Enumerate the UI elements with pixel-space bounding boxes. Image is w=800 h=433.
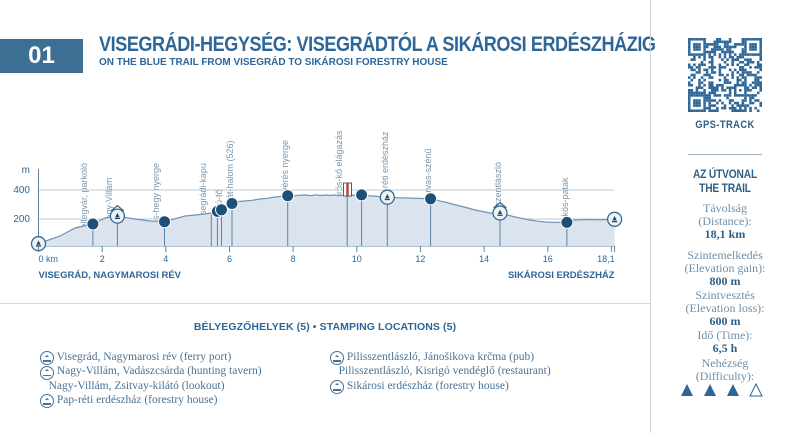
svg-text:12: 12 bbox=[415, 254, 425, 264]
svg-text:2: 2 bbox=[100, 254, 105, 264]
svg-text:14: 14 bbox=[479, 254, 489, 264]
svg-text:VISEGRÁD, NAGYMAROSI RÉV: VISEGRÁD, NAGYMAROSI RÉV bbox=[39, 270, 182, 281]
svg-text:4: 4 bbox=[163, 254, 168, 264]
svg-text:400: 400 bbox=[13, 185, 30, 196]
svg-text:8: 8 bbox=[291, 254, 296, 264]
svg-text:m: m bbox=[22, 165, 30, 176]
svg-text:200: 200 bbox=[13, 214, 30, 225]
svg-text:16: 16 bbox=[543, 254, 553, 264]
svg-text:0 km: 0 km bbox=[39, 254, 59, 264]
svg-text:SIKÁROSI ERDÉSZHÁZ: SIKÁROSI ERDÉSZHÁZ bbox=[508, 270, 615, 281]
svg-text:6: 6 bbox=[227, 254, 232, 264]
svg-text:10: 10 bbox=[352, 254, 362, 264]
svg-text:18,1: 18,1 bbox=[597, 254, 615, 264]
